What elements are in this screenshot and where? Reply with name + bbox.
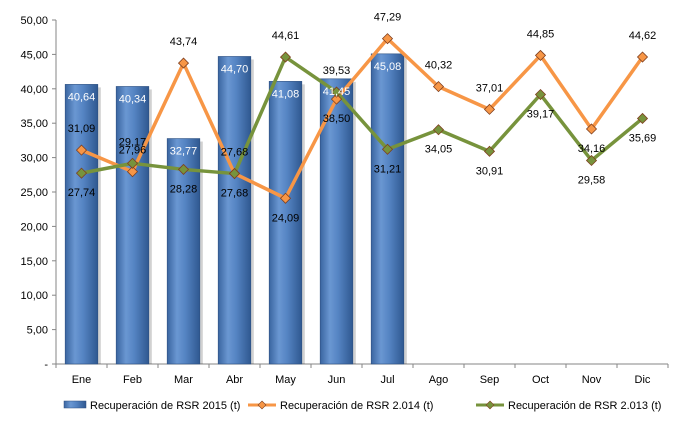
series-marker bbox=[177, 163, 190, 175]
series-marker bbox=[126, 157, 139, 169]
y-tick-label: 40,00 bbox=[20, 84, 48, 96]
x-tick-label: Abr bbox=[226, 374, 243, 386]
series-marker bbox=[177, 57, 190, 69]
bar bbox=[319, 78, 354, 365]
series-marker bbox=[534, 49, 547, 61]
legend-label: Recuperación de RSR 2015 (t) bbox=[90, 400, 240, 412]
series-marker bbox=[381, 33, 394, 45]
x-tick-label: May bbox=[275, 374, 296, 386]
y-tick-label: - bbox=[44, 359, 48, 371]
line-data-label: 27,68 bbox=[221, 188, 249, 200]
y-tick-label: 10,00 bbox=[20, 290, 48, 302]
y-tick-label: 5,00 bbox=[27, 325, 48, 337]
legend-swatch-marker bbox=[257, 400, 267, 410]
series-marker bbox=[75, 167, 88, 179]
y-tick-label: 45,00 bbox=[20, 49, 48, 61]
bar-data-label: 41,45 bbox=[323, 86, 351, 98]
line-data-label: 39,53 bbox=[323, 65, 351, 77]
series-marker bbox=[126, 166, 139, 178]
series-marker bbox=[585, 154, 598, 167]
line-data-label: 44,62 bbox=[629, 30, 657, 42]
bar-data-label: 44,70 bbox=[221, 63, 249, 75]
legend-swatch-marker bbox=[485, 400, 495, 410]
bar bbox=[268, 81, 303, 365]
x-tick-label: Mar bbox=[174, 374, 193, 386]
series-marker bbox=[636, 112, 649, 125]
bar bbox=[115, 86, 150, 365]
series-marker bbox=[279, 192, 292, 204]
bar-data-label: 45,08 bbox=[374, 61, 402, 73]
x-tick-label: Dic bbox=[635, 374, 651, 386]
line-data-label: 39,17 bbox=[527, 109, 555, 121]
legend-swatch bbox=[63, 400, 87, 409]
bar-data-label: 41,08 bbox=[272, 88, 300, 100]
series-marker bbox=[228, 167, 241, 180]
series-marker bbox=[534, 88, 547, 101]
x-tick-label: Jul bbox=[380, 374, 394, 386]
line-data-label: 35,69 bbox=[629, 132, 657, 144]
y-tick-label: 25,00 bbox=[20, 187, 48, 199]
line-data-label: 30,91 bbox=[476, 165, 504, 177]
series-marker bbox=[432, 81, 445, 93]
y-tick-label: 35,00 bbox=[20, 118, 48, 130]
bar-data-label: 32,77 bbox=[170, 146, 198, 158]
line-data-label: 27,68 bbox=[221, 147, 249, 159]
x-tick-label: Nov bbox=[582, 374, 602, 386]
x-tick-label: Jun bbox=[328, 374, 346, 386]
series-marker bbox=[381, 143, 394, 155]
legend-label: Recuperación de RSR 2.013 (t) bbox=[508, 400, 661, 412]
x-tick-label: Oct bbox=[532, 374, 549, 386]
series-marker bbox=[432, 124, 445, 136]
line-data-label: 34,16 bbox=[578, 143, 606, 155]
series-marker bbox=[330, 93, 343, 105]
line-data-label: 47,29 bbox=[374, 12, 402, 24]
line-data-label: 40,32 bbox=[425, 60, 453, 72]
line-data-label: 34,05 bbox=[425, 144, 453, 156]
line-data-label: 29,58 bbox=[578, 174, 606, 186]
line-data-label: 29,17 bbox=[119, 136, 147, 148]
line-data-label: 24,09 bbox=[272, 212, 300, 224]
bar bbox=[166, 138, 201, 365]
legend-item: Recuperación de RSR 2015 (t) bbox=[63, 400, 240, 412]
line-data-label: 31,09 bbox=[68, 123, 96, 135]
series-marker bbox=[75, 144, 88, 156]
series-marker bbox=[279, 51, 292, 63]
y-tick-label: 30,00 bbox=[20, 153, 48, 165]
series-marker bbox=[585, 123, 598, 135]
y-tick-label: 20,00 bbox=[20, 221, 48, 233]
x-tick-label: Feb bbox=[123, 374, 142, 386]
legend-item: Recuperación de RSR 2.013 (t) bbox=[476, 400, 661, 412]
bar bbox=[217, 56, 252, 365]
line-data-label: 28,28 bbox=[170, 183, 198, 195]
series-marker bbox=[636, 51, 649, 63]
series-marker bbox=[330, 86, 343, 98]
line-data-label: 38,50 bbox=[323, 113, 351, 125]
bar-data-label: 40,64 bbox=[68, 91, 96, 103]
series-line bbox=[79, 55, 645, 176]
line-data-label: 27,96 bbox=[119, 145, 147, 157]
line-data-label: 31,21 bbox=[374, 163, 402, 175]
y-tick-label: 15,00 bbox=[20, 256, 48, 268]
line-data-label: 37,01 bbox=[476, 82, 504, 94]
x-tick-label: Sep bbox=[480, 374, 500, 386]
series-line bbox=[79, 36, 645, 201]
line-data-label: 44,61 bbox=[272, 30, 300, 42]
x-tick-label: Ene bbox=[72, 374, 92, 386]
legend-label: Recuperación de RSR 2.014 (t) bbox=[280, 400, 433, 412]
series-marker bbox=[483, 145, 496, 157]
line-data-label: 44,85 bbox=[527, 28, 555, 40]
bar bbox=[370, 53, 405, 365]
legend-item: Recuperación de RSR 2.014 (t) bbox=[248, 400, 433, 412]
line-data-label: 27,74 bbox=[68, 187, 96, 199]
bar bbox=[64, 84, 99, 365]
x-tick-label: Ago bbox=[429, 374, 449, 386]
bar-data-label: 40,34 bbox=[119, 93, 147, 105]
line-data-label: 43,74 bbox=[170, 36, 198, 48]
y-tick-label: 50,00 bbox=[20, 15, 48, 27]
series-marker bbox=[483, 103, 496, 115]
